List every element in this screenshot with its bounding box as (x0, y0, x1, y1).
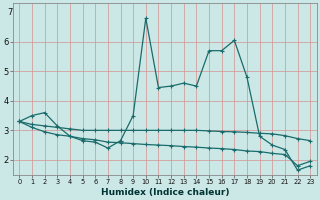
X-axis label: Humidex (Indice chaleur): Humidex (Indice chaleur) (100, 188, 229, 197)
Text: 7: 7 (8, 8, 13, 17)
